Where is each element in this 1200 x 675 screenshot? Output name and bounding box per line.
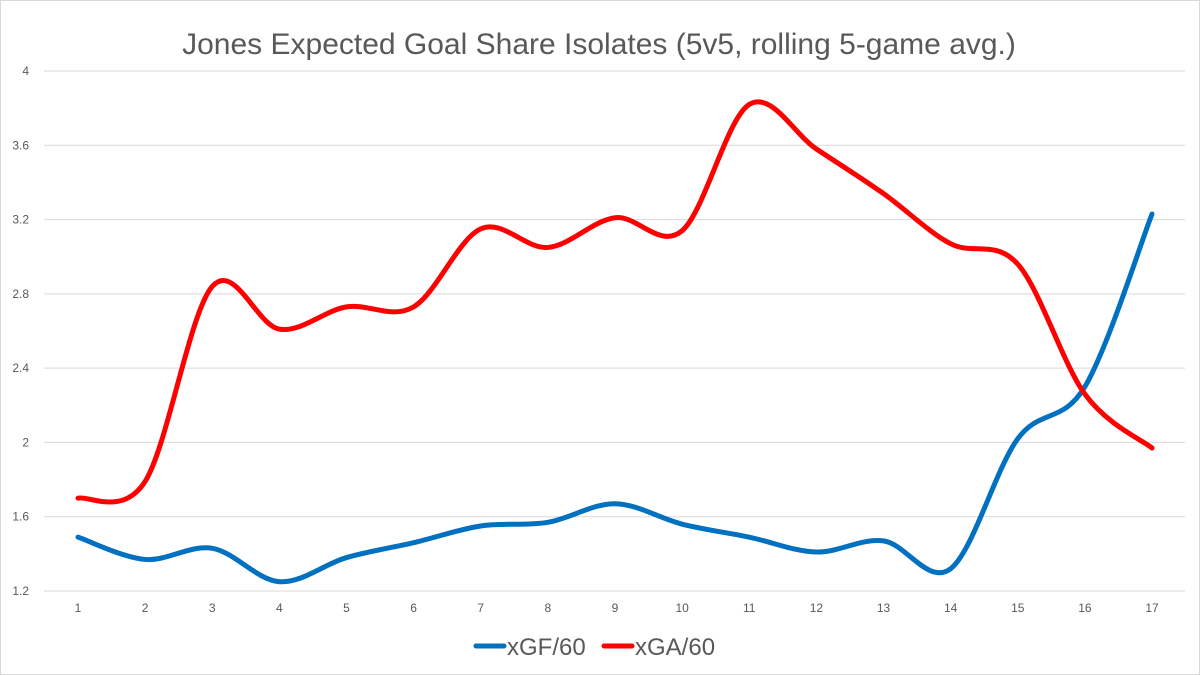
x-tick-label: 3	[209, 601, 216, 615]
y-tick-label: 3.6	[12, 138, 29, 152]
legend-label: xGF/60	[507, 634, 586, 661]
legend: xGF/60 xGA/60	[473, 634, 715, 661]
x-tick-label: 7	[477, 601, 484, 615]
x-tick-label: 15	[1011, 601, 1025, 615]
x-tick-label: 12	[810, 601, 824, 615]
x-tick-label: 13	[877, 601, 891, 615]
y-tick-label: 1.6	[12, 510, 29, 524]
x-tick-label: 17	[1145, 601, 1159, 615]
y-tick-label: 2.8	[12, 287, 29, 301]
series-lines	[75, 99, 1155, 585]
x-tick-label: 11	[743, 601, 756, 615]
y-axis-ticks: 1.2 1.6 2 2.4 2.8 3.2 3.6 4	[12, 64, 29, 598]
legend-item-xga-60: xGA/60	[601, 634, 715, 661]
chart-title: Jones Expected Goal Share Isolates (5v5,…	[182, 28, 1016, 61]
x-tick-label: 5	[343, 601, 350, 615]
series-line-xgf-60	[75, 211, 1155, 585]
x-tick-label: 2	[142, 601, 149, 615]
legend-label: xGA/60	[635, 634, 715, 661]
x-tick-label: 14	[944, 601, 958, 615]
series-line-xga-60	[75, 99, 1155, 505]
x-tick-label: 9	[612, 601, 619, 615]
y-tick-label: 2	[22, 435, 29, 449]
x-tick-label: 6	[410, 601, 417, 615]
gridlines	[44, 70, 1185, 592]
x-axis-ticks: 1 2 3 4 5 6 7 8 9 10 11 12 13 14 15 16 17	[75, 601, 1159, 615]
x-tick-label: 8	[545, 601, 552, 615]
y-tick-label: 4	[22, 64, 29, 78]
x-tick-label: 16	[1078, 601, 1092, 615]
y-tick-label: 1.2	[12, 584, 29, 598]
x-tick-label: 10	[675, 601, 689, 615]
x-tick-label: 1	[75, 601, 82, 615]
legend-item-xgf-60: xGF/60	[473, 634, 586, 661]
y-tick-label: 2.4	[12, 361, 29, 375]
x-tick-label: 4	[276, 601, 283, 615]
y-tick-label: 3.2	[12, 213, 29, 227]
